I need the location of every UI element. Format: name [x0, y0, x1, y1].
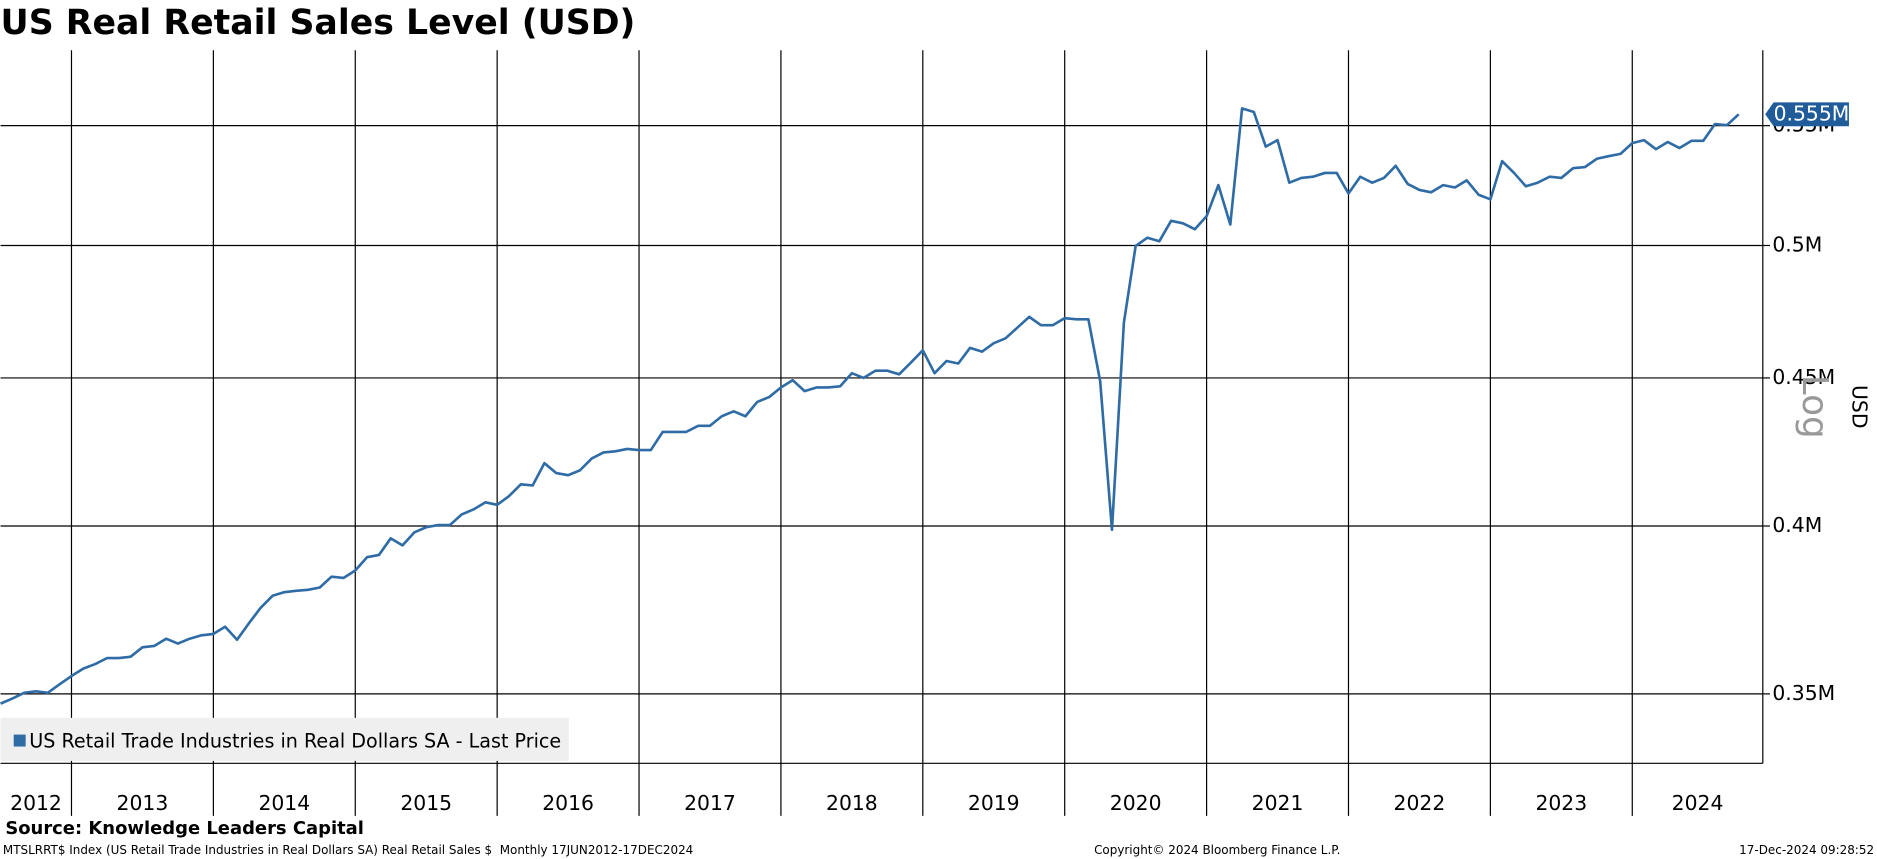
x-tick-label: 2022 — [1394, 791, 1446, 815]
y-tick-label: 0.45M — [1772, 365, 1835, 389]
x-tick-label: 2020 — [1110, 791, 1162, 815]
last-price-tag — [1765, 102, 1849, 127]
x-tick-label: 2024 — [1672, 791, 1724, 815]
legend-label: US Retail Trade Industries in Real Dolla… — [29, 729, 561, 752]
legend-box — [0, 717, 569, 761]
x-tick-label: 2023 — [1535, 791, 1587, 815]
data-line — [0, 107, 1740, 705]
x-tick-label: 2013 — [117, 791, 169, 815]
y-tick-label: 0.5M — [1772, 232, 1822, 256]
y-tick-label: 0.35M — [1772, 681, 1835, 705]
timestamp: 17-Dec-2024 09:28:52 — [1739, 843, 1874, 857]
copyright: Copyright© 2024 Bloomberg Finance L.P. — [1094, 843, 1340, 857]
description: MTSLRRT$ Index (US Retail Trade Industri… — [3, 843, 693, 857]
legend-swatch — [13, 734, 26, 747]
y-scale-label: Log — [1794, 375, 1835, 439]
x-tick-label: 2012 — [10, 791, 62, 815]
x-tick-label: 2014 — [258, 791, 310, 815]
last-price-label: 0.555M — [1774, 101, 1850, 125]
source: Source: Knowledge Leaders Capital — [5, 818, 364, 839]
x-tick-label: 2017 — [684, 791, 736, 815]
x-tick-label: 2018 — [826, 791, 878, 815]
x-tick-label: 2015 — [400, 791, 452, 815]
y-axis-title: USD — [1848, 385, 1872, 428]
x-tick-label: 2019 — [968, 791, 1020, 815]
x-tick-label: 2021 — [1252, 791, 1304, 815]
y-tick-label: 0.4M — [1772, 513, 1822, 537]
chart-title: US Real Retail Sales Level (USD) — [1, 3, 636, 43]
x-tick-label: 2016 — [542, 791, 594, 815]
legend: US Retail Trade Industries in Real Dolla… — [0, 717, 569, 761]
